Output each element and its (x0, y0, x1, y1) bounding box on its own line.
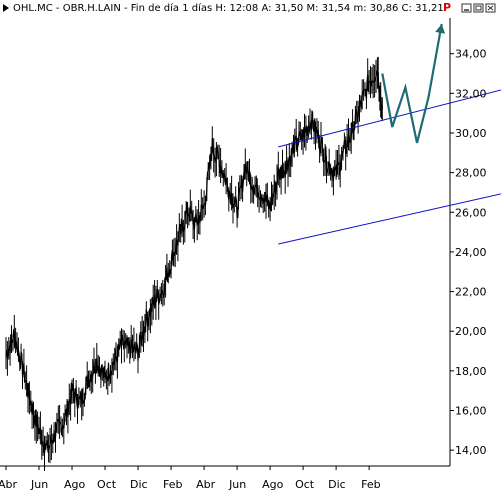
forecast-zigzag (381, 23, 443, 144)
status-flag: P (443, 1, 451, 14)
y-tick-label: 16,00 (455, 404, 487, 417)
y-tick-label: 32,00 (455, 87, 487, 100)
minimize-icon[interactable] (461, 3, 472, 13)
chart-header: OHL.MC - OBR.H.LAIN - Fin de día 1 días … (1, 1, 500, 15)
x-tick-label: Jun (30, 478, 48, 491)
x-tick-label: Feb (163, 478, 182, 491)
y-tick-label: 20,00 (455, 325, 487, 338)
window-controls (461, 3, 496, 13)
header-marker-icon (3, 4, 9, 12)
chart-title: OHL.MC - OBR.H.LAIN - Fin de día 1 días … (13, 2, 444, 14)
x-tick-label: Abr (0, 478, 18, 491)
x-tick-label: Oct (97, 478, 117, 491)
x-tick-label: Dic (328, 478, 346, 491)
close-icon[interactable] (485, 3, 496, 13)
x-axis-ticks: Abr Jun Ago Oct Dic Feb Abr Jun Ago Oct Dic Feb (0, 466, 381, 491)
x-tick-label: Dic (130, 478, 148, 491)
channel-lower-line (278, 193, 501, 245)
forecast-arrowhead (435, 23, 446, 34)
y-tick-label: 28,00 (455, 167, 487, 180)
y-tick-label: 34,00 (455, 48, 487, 61)
y-tick-label: 18,00 (455, 365, 487, 378)
plot-area (5, 23, 501, 471)
restore-icon[interactable] (473, 3, 484, 13)
y-tick-label: 22,00 (455, 286, 487, 299)
y-tick-label: 26,00 (455, 206, 487, 219)
y-axis-ticks: 14,00 16,00 18,00 20,00 22,00 24,00 26,00 28,00… (450, 48, 487, 457)
price-line (5, 70, 383, 454)
x-tick-label: Ago (262, 478, 284, 491)
x-tick-label: Oct (295, 478, 315, 491)
x-tick-label: Ago (64, 478, 86, 491)
y-tick-label: 30,00 (455, 127, 487, 140)
y-tick-label: 24,00 (455, 246, 487, 259)
x-tick-label: Jun (228, 478, 246, 491)
x-tick-label: Feb (361, 478, 380, 491)
x-tick-label: Abr (196, 478, 216, 491)
y-tick-label: 14,00 (455, 444, 487, 457)
